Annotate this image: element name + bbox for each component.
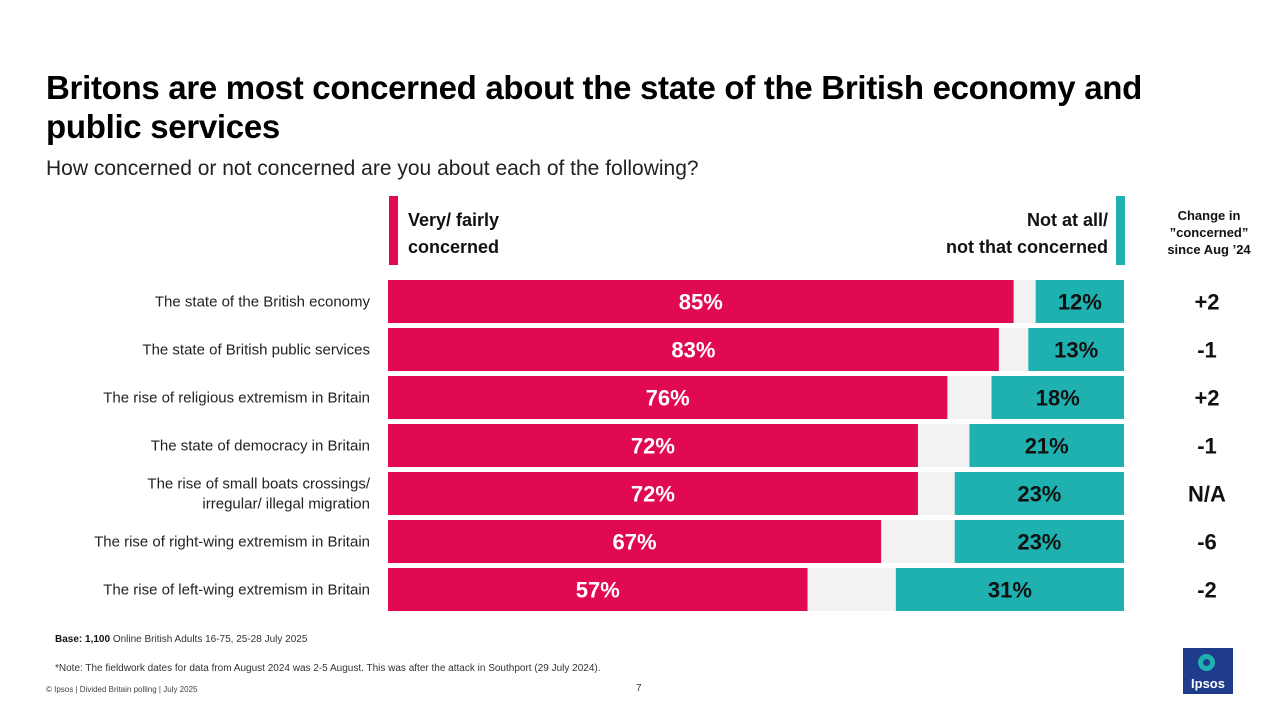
bar-concerned — [388, 424, 918, 467]
bar-concerned — [388, 328, 999, 371]
ipsos-logo: Ipsos — [1183, 648, 1233, 694]
category-label: The state of the British economy — [155, 294, 371, 311]
legend-not-concerned-line2: not that concerned — [945, 237, 1108, 257]
bar-not-concerned — [1028, 328, 1124, 371]
page-number: 7 — [636, 683, 642, 694]
change-value: +2 — [1194, 290, 1219, 315]
legend-not-concerned-line1: Not at all/ — [1026, 210, 1108, 230]
change-value: -6 — [1197, 530, 1217, 555]
data-label-not-concerned: 31% — [988, 578, 1032, 603]
category-label: The rise of religious extremism in Brita… — [103, 390, 370, 407]
data-label-concerned: 85% — [679, 290, 723, 315]
change-value: -1 — [1197, 434, 1217, 459]
data-label-not-concerned: 21% — [1025, 434, 1069, 459]
data-label-not-concerned: 23% — [1017, 482, 1061, 507]
change-value: N/A — [1188, 482, 1226, 507]
base-note: Base: 1,100 Online British Adults 16-75,… — [55, 634, 307, 645]
data-label-not-concerned: 12% — [1058, 290, 1102, 315]
data-label-not-concerned: 23% — [1017, 530, 1061, 555]
category-label: The state of British public services — [142, 342, 370, 359]
bar-not-concerned — [1035, 280, 1124, 323]
change-header-line2: ”concerned” — [1169, 225, 1249, 240]
bar-concerned — [388, 472, 918, 515]
data-label-concerned: 72% — [631, 482, 675, 507]
change-value: -1 — [1197, 338, 1217, 363]
legend-concerned-line1: Very/ fairly — [408, 210, 500, 230]
data-label-not-concerned: 13% — [1054, 338, 1098, 363]
data-label-not-concerned: 18% — [1036, 386, 1080, 411]
category-label: The rise of left-wing extremism in Brita… — [103, 582, 370, 599]
fieldwork-note: *Note: The fieldwork dates for data from… — [55, 663, 601, 674]
change-column-header: Change in ”concerned” since Aug ’24 — [1150, 207, 1268, 258]
change-value: +2 — [1194, 386, 1219, 411]
bar-not-concerned — [895, 568, 1124, 611]
chart-question: How concerned or not concerned are you a… — [46, 157, 699, 180]
data-label-concerned: 76% — [646, 386, 690, 411]
category-label: The state of democracy in Britain — [151, 438, 370, 455]
bar-concerned — [388, 520, 882, 563]
data-label-concerned: 83% — [671, 338, 715, 363]
bar-concerned — [388, 280, 1014, 323]
logo-ring-icon — [1198, 654, 1215, 671]
data-label-concerned: 72% — [631, 434, 675, 459]
footer-credit: © Ipsos | Divided Britain polling | July… — [46, 685, 198, 694]
category-label: irregular/ illegal migration — [202, 496, 370, 513]
category-label: The rise of right-wing extremism in Brit… — [94, 534, 370, 551]
legend-concerned-label: Very/ fairly concerned — [408, 207, 499, 261]
data-label-concerned: 57% — [576, 578, 620, 603]
legend-not-concerned-label: Not at all/ not that concerned — [880, 207, 1108, 261]
bar-not-concerned — [991, 376, 1124, 419]
logo-text: Ipsos — [1191, 676, 1225, 691]
page-title: Britons are most concerned about the sta… — [46, 69, 1142, 145]
base-label: Base: 1,100 — [55, 634, 111, 645]
bar-not-concerned — [954, 472, 1124, 515]
bar-concerned — [388, 568, 808, 611]
bar-not-concerned — [954, 520, 1124, 563]
change-value: -2 — [1197, 578, 1217, 603]
legend-concerned-line2: concerned — [408, 237, 500, 257]
legend-concerned-swatch — [389, 196, 398, 265]
change-header-line1: Change in — [1177, 208, 1241, 223]
bar-not-concerned — [969, 424, 1124, 467]
base-text: Online British Adults 16-75, 25-28 July … — [110, 634, 308, 645]
data-label-concerned: 67% — [613, 530, 657, 555]
legend-not-concerned-swatch — [1116, 196, 1125, 265]
category-label: The rise of small boats crossings/ — [147, 476, 370, 493]
change-header-line3: since Aug ’24 — [1167, 242, 1251, 257]
bar-concerned — [388, 376, 948, 419]
